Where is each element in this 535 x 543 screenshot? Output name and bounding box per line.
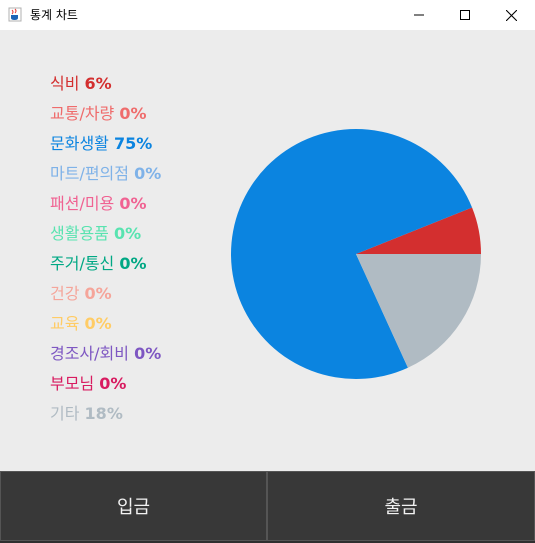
legend-category-label: 건강 <box>50 284 80 303</box>
title-bar: 통계 차트 <box>0 0 535 30</box>
legend-category-label: 교통/차량 <box>50 104 115 123</box>
legend-category-label: 마트/편의점 <box>50 164 129 183</box>
legend-item: 패션/미용 0% <box>50 194 147 214</box>
legend-percent-label: 0% <box>134 344 162 363</box>
legend-item: 문화생활 75% <box>50 134 152 154</box>
legend-item: 기타 18% <box>50 404 123 424</box>
legend-item: 마트/편의점 0% <box>50 164 161 184</box>
legend-item: 경조사/회비 0% <box>50 344 161 364</box>
legend-percent-label: 75% <box>113 134 153 153</box>
legend-percent-label: 0% <box>84 284 112 303</box>
legend-item: 주거/통신 0% <box>50 254 147 274</box>
legend-item: 생활용품 0% <box>50 224 141 244</box>
legend-category-label: 주거/통신 <box>50 254 115 273</box>
legend-percent-label: 18% <box>84 404 123 423</box>
legend-category-label: 교육 <box>50 314 80 333</box>
maximize-button[interactable] <box>442 0 488 30</box>
pie-slice <box>356 207 481 254</box>
legend-percent-label: 0% <box>119 194 147 213</box>
legend-category-label: 기타 <box>50 404 80 423</box>
minimize-button[interactable] <box>396 0 442 30</box>
withdraw-button[interactable]: 출금 <box>267 471 535 541</box>
legend-category-label: 식비 <box>50 74 80 93</box>
legend-category-label: 부모님 <box>50 374 95 393</box>
minimize-icon <box>414 14 424 16</box>
chart-panel: 식비 6% 교통/차량 0% 문화생활 75% 마트/편의점 0% 패션/미용 0% 생활… <box>0 30 535 471</box>
legend-category-label: 문화생활 <box>50 134 109 153</box>
legend-item: 교육 0% <box>50 314 112 334</box>
maximize-icon <box>460 10 470 20</box>
legend-item: 교통/차량 0% <box>50 104 147 124</box>
legend-category-label: 패션/미용 <box>50 194 115 213</box>
legend-item: 식비 6% <box>50 74 112 94</box>
legend-percent-label: 0% <box>134 164 162 183</box>
deposit-button[interactable]: 입금 <box>0 471 267 541</box>
legend-percent-label: 0% <box>113 224 142 243</box>
legend-percent-label: 6% <box>84 74 112 93</box>
pie-slice <box>231 128 473 379</box>
legend-category-label: 생활용품 <box>50 224 109 243</box>
close-button[interactable] <box>488 0 534 30</box>
pie-chart <box>231 128 481 379</box>
legend-item: 부모님 0% <box>50 374 126 394</box>
java-cup-icon <box>8 7 22 22</box>
legend-percent-label: 0% <box>84 314 112 333</box>
legend-percent-label: 0% <box>99 374 127 393</box>
legend-category-label: 경조사/회비 <box>50 344 129 363</box>
legend-percent-label: 0% <box>119 254 147 273</box>
pie-slice <box>356 254 481 368</box>
legend-item: 건강 0% <box>50 284 112 304</box>
window-title: 통계 차트 <box>30 8 78 22</box>
button-bar: 입금 출금 <box>0 471 535 543</box>
close-icon <box>505 9 517 21</box>
legend-percent-label: 0% <box>119 104 147 123</box>
